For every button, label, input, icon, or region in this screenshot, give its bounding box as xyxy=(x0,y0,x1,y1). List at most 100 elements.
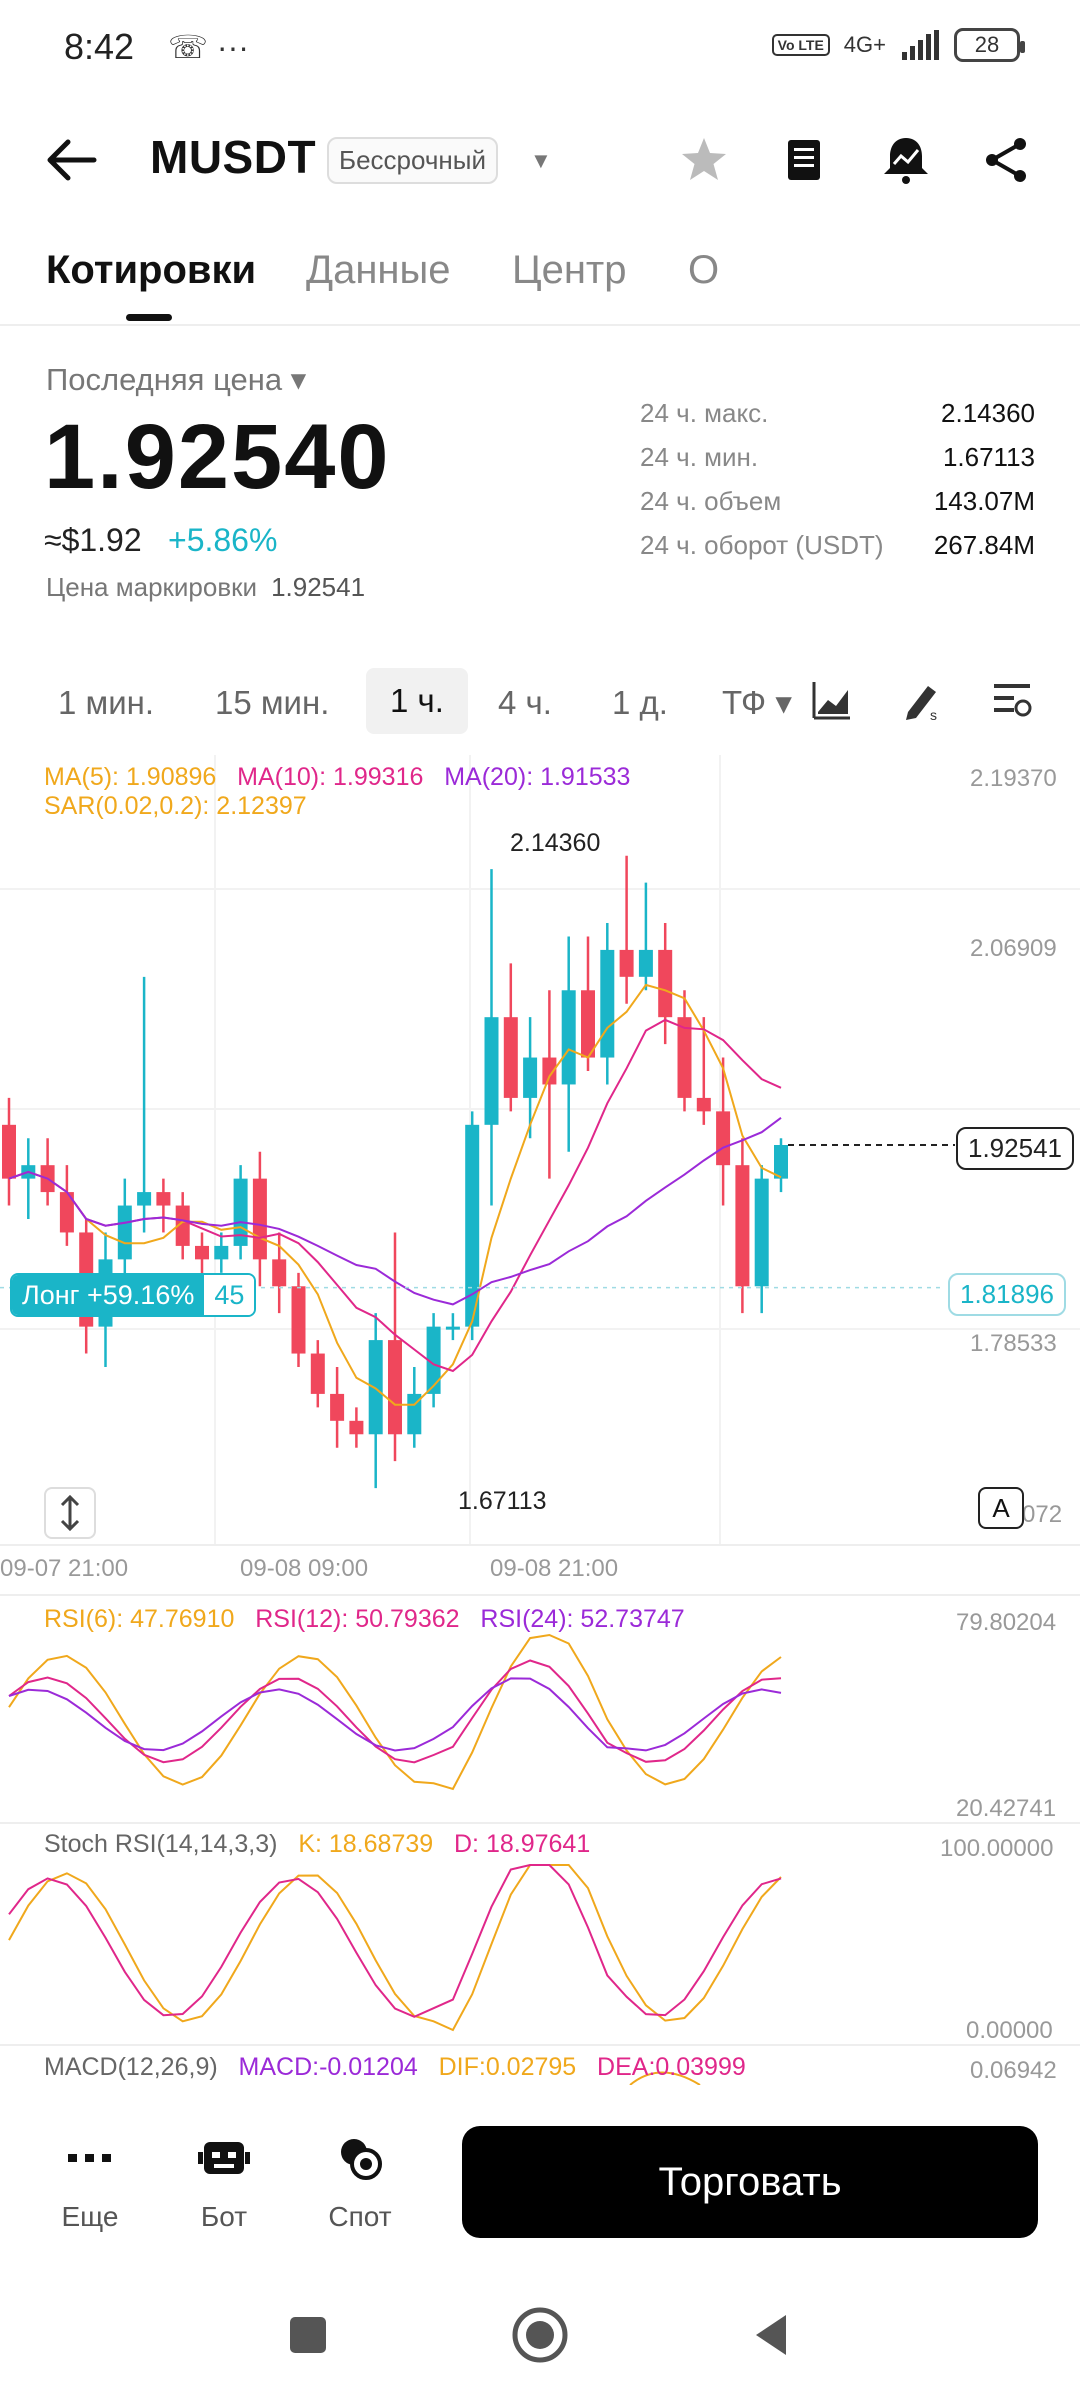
expand-chart-button[interactable] xyxy=(44,1487,96,1539)
ma20-legend: MA(20): 1.91533 xyxy=(444,763,631,791)
rsi6-line xyxy=(8,1633,782,1791)
tab-center[interactable]: Центр xyxy=(512,248,627,292)
candle-body xyxy=(484,1017,499,1125)
candle-body xyxy=(117,1205,132,1260)
mark-price-value: 1.92541 xyxy=(271,572,366,602)
candle-body xyxy=(774,1145,788,1179)
rsi-axis-max: 79.80204 xyxy=(956,1609,1057,1636)
stat-row: 24 ч. макс. 2.14360 xyxy=(640,398,1035,442)
candle-body xyxy=(156,1192,171,1206)
back-nav-icon[interactable] xyxy=(740,2303,804,2367)
candle-body xyxy=(677,1017,692,1098)
stoch-d-legend: D: 18.97641 xyxy=(454,1830,591,1858)
macd-dif-line xyxy=(629,2071,701,2085)
recents-icon[interactable] xyxy=(276,2303,340,2367)
candle-body xyxy=(619,949,634,977)
stat-value: 267.84M xyxy=(933,530,1035,560)
candle-body xyxy=(561,990,576,1085)
stat-label: 24 ч. макс. xyxy=(640,398,769,428)
back-arrow-icon[interactable] xyxy=(44,138,100,182)
tab-about[interactable]: О xyxy=(688,248,720,292)
stat-label: 24 ч. мин. xyxy=(640,442,759,472)
bot-label: Бот xyxy=(200,2201,248,2232)
tab-data[interactable]: Данные xyxy=(306,248,451,292)
x-axis-label: 09-08 21:00 xyxy=(490,1555,619,1582)
book-icon[interactable] xyxy=(778,134,830,186)
stat-label: 24 ч. оборот (USDT) xyxy=(640,530,884,560)
share-icon[interactable] xyxy=(980,134,1032,186)
interval-1m[interactable]: 1 мин. xyxy=(58,684,155,721)
rsi-legend: RSI(6): 47.76910 RSI(12): 50.79362 RSI(2… xyxy=(44,1605,685,1634)
candle-body xyxy=(658,949,673,1018)
position-badge[interactable]: Лонг +59.16% 45 xyxy=(10,1273,257,1317)
candle-body xyxy=(310,1353,325,1394)
candlestick-chart[interactable] xyxy=(0,755,1080,2085)
status-time: 8:42 xyxy=(64,26,135,67)
candle-body xyxy=(291,1286,306,1354)
candle-body xyxy=(272,1259,287,1287)
price-alert-icon[interactable] xyxy=(880,134,932,186)
star-icon[interactable] xyxy=(678,134,730,186)
candle-body xyxy=(349,1420,364,1435)
candle-body xyxy=(252,1178,267,1260)
candle-body xyxy=(445,1326,460,1330)
y-axis-label: 2.06909 xyxy=(970,935,1057,962)
interval-4h[interactable]: 4 ч. xyxy=(498,684,552,721)
candle-body xyxy=(638,949,653,977)
position-price-tag: 1.81896 xyxy=(948,1273,1066,1316)
chart-area[interactable]: MA(5): 1.90896 MA(10): 1.99316 MA(20): 1… xyxy=(0,755,1080,2085)
battery-icon: 28 xyxy=(954,28,1025,62)
interval-1d[interactable]: 1 д. xyxy=(612,684,668,721)
svg-text:s: s xyxy=(930,707,937,722)
status-notification-icons: ☏ ··· xyxy=(168,29,249,65)
tab-indicator xyxy=(126,314,172,321)
last-price-label[interactable]: Последняя цена ▾ xyxy=(46,362,307,397)
candle-body xyxy=(581,990,595,1058)
mark-price-label: Цена маркировки xyxy=(46,572,258,602)
network-label: 4G+ xyxy=(843,32,886,57)
ma5-legend: MA(5): 1.90896 xyxy=(44,763,217,791)
candle-body xyxy=(696,1097,711,1112)
candle-body xyxy=(214,1245,229,1260)
interval-1h[interactable]: 1 ч. xyxy=(366,668,468,734)
volte-icon: Vo LTE xyxy=(771,34,830,56)
position-qty: 45 xyxy=(204,1275,255,1315)
y-axis-label-partial: 072 xyxy=(1022,1501,1063,1528)
chevron-down-icon[interactable]: ▼ xyxy=(530,148,552,173)
rsi24-legend: RSI(24): 52.73747 xyxy=(480,1605,685,1633)
auto-scale-button[interactable]: A xyxy=(978,1487,1024,1529)
indicator-settings-icon[interactable] xyxy=(990,678,1034,722)
stat-label: 24 ч. объем xyxy=(640,486,782,516)
bot-button[interactable]: Бот xyxy=(174,2130,274,2233)
candle-body xyxy=(368,1340,383,1435)
approx-usd: ≈$1.92 xyxy=(44,522,142,558)
trade-button[interactable]: Торговать xyxy=(462,2126,1038,2238)
tab-quotes[interactable]: Котировки xyxy=(46,248,257,292)
draw-tool-icon[interactable]: s xyxy=(900,678,944,722)
symbol-title[interactable]: MUSDT xyxy=(150,131,317,183)
candle-body xyxy=(388,1340,402,1435)
status-bar: 8:42 ☏ ··· Vo LTE 4G+ 28 xyxy=(0,0,1080,100)
dea-value: DEA:0.03999 xyxy=(597,2053,746,2081)
ma20-line xyxy=(8,1116,782,1306)
x-axis-label: 09-07 21:00 xyxy=(0,1555,129,1582)
spot-button[interactable]: Спот xyxy=(310,2130,410,2233)
stoch-axis-max: 100.00000 xyxy=(940,1835,1054,1862)
x-axis-label: 09-08 09:00 xyxy=(240,1555,369,1582)
robot-icon xyxy=(198,2142,250,2174)
stat-value: 2.14360 xyxy=(941,398,1035,428)
macd-legend: MACD(12,26,9) MACD:-0.01204 DIF:0.02795 … xyxy=(44,2053,746,2082)
contract-type-badge[interactable]: Бессрочный xyxy=(327,137,498,184)
last-price: 1.92540 xyxy=(44,406,391,508)
stoch-k-legend: K: 18.68739 xyxy=(298,1830,434,1858)
more-button[interactable]: Еще xyxy=(40,2130,140,2233)
high-marker-label: 2.14360 xyxy=(510,829,601,857)
candle-body xyxy=(195,1245,209,1260)
stat-value: 143.07M xyxy=(933,486,1035,516)
candle-body xyxy=(2,1124,16,1179)
last-price-tag: 1.92541 xyxy=(956,1127,1074,1170)
interval-timeframe-dropdown[interactable]: ТФ ▾ xyxy=(722,684,792,721)
interval-15m[interactable]: 15 мин. xyxy=(215,684,330,721)
home-icon[interactable] xyxy=(508,2303,572,2367)
chart-type-icon[interactable] xyxy=(810,678,854,722)
